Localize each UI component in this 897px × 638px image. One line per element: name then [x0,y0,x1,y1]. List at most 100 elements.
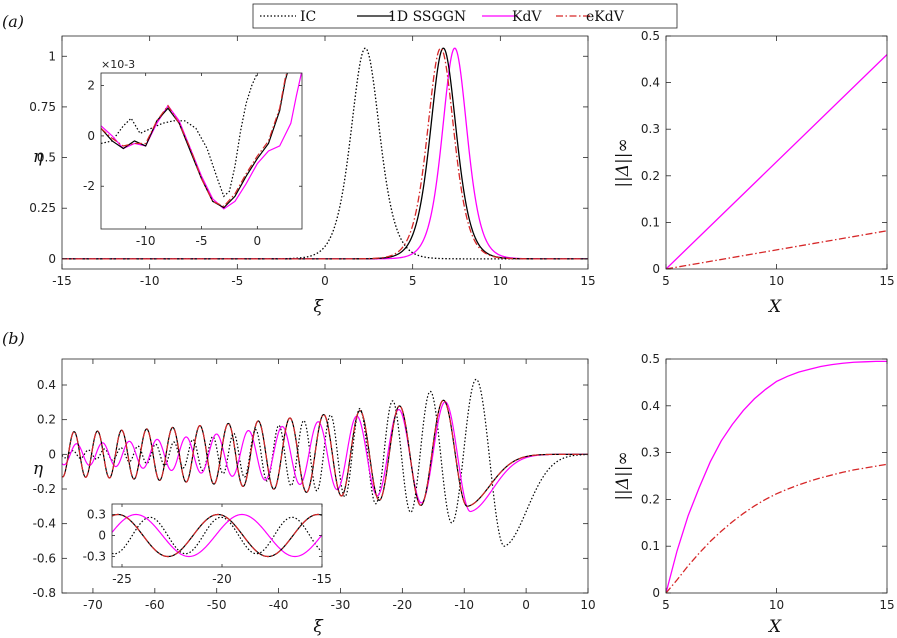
x-tick-label: -15 [312,572,332,586]
series-line-ekdv [62,47,588,260]
series-line-kdv [666,54,887,269]
y-tick-label: -2 [83,179,95,193]
panel-a_inset: -10 -5 0 -2 0 2 [83,72,303,248]
x-tick-label: -70 [83,598,103,612]
x-tick-label: -20 [212,572,232,586]
inset-exponent-label: ×10-3 [101,58,135,71]
y-tick-label: 0.5 [641,29,660,43]
x-tick-label: 5 [662,598,670,612]
y-tick-label: 0.4 [641,76,660,90]
series-line-ekdv [112,513,322,558]
y-tick-label: 0.1 [641,539,660,553]
x-tick-label: -10 [136,234,156,248]
y-axis-title: ||Δ||∞ [613,138,633,187]
y-tick-label: 0.5 [641,352,660,366]
y-tick-label: 0 [98,529,106,543]
panel-b_inset: -25 -20 -15 -0.3 0 0.3 [83,503,332,586]
series-line-ekdv [666,230,887,269]
x-tick-label: 10 [580,598,595,612]
x-tick-label: 15 [879,598,894,612]
y-tick-label: -0.4 [33,517,56,531]
y-tick-label: 0.3 [641,122,660,136]
y-tick-label: 0.3 [87,508,106,522]
x-tick-label: 10 [493,274,508,288]
y-axis-title: ||Δ||∞ [613,451,633,500]
y-tick-label: 0.1 [641,215,660,229]
x-axis-title: ξ [313,297,324,317]
y-tick-label: 0.2 [641,492,660,506]
y-tick-label: 0.2 [641,169,660,183]
y-tick-label: 0 [652,262,660,276]
series-line-kdv [112,513,322,558]
panel-a_right: 5 10 15 0 0.1 0.2 0.3 0.4 0.5 [641,29,895,288]
series-line-kdv [666,360,887,593]
x-tick-label: 0 [321,274,329,288]
series-group [62,47,588,260]
y-tick-label: 0.2 [37,413,56,427]
series-line-ekdv [666,463,887,593]
y-tick-label: 0 [87,129,95,143]
y-tick-label: 0.4 [641,399,660,413]
series-group [666,54,887,269]
series-group [112,513,322,558]
x-tick-label: -30 [331,598,351,612]
x-tick-label: 5 [662,274,670,288]
series-line-ic [62,378,588,547]
series-line-ekdv [101,73,288,208]
panel-label-a: (a) [2,12,24,31]
y-tick-label: -0.8 [33,586,56,600]
legend-box [252,3,678,29]
y-tick-label: 0 [48,252,56,266]
x-tick-label: -5 [196,234,208,248]
panel-b_right: 5 10 15 0 0.1 0.2 0.3 0.4 0.5 [641,352,895,612]
panel-label-b: (b) [2,329,25,348]
plot-area [101,73,302,229]
y-tick-label: 0.3 [641,446,660,460]
series-group [666,360,887,593]
axes-box [61,358,589,594]
legend-label: KdV [512,9,542,25]
series-line-ekdv [62,399,588,507]
y-tick-label: 2 [87,79,95,93]
x-tick-label: -40 [269,598,289,612]
series-group [62,378,588,547]
legend-label: IC [300,9,316,25]
y-tick-label: 0 [652,586,660,600]
y-tick-label: -0.3 [83,550,106,564]
x-tick-label: -10 [140,274,160,288]
x-tick-label: -60 [145,598,165,612]
y-tick-label: 0.5 [37,151,56,165]
series-group [101,73,302,210]
y-tick-label: 0.25 [29,201,56,215]
legend: IC 1D SSGGN KdV eKdV [252,3,678,29]
plot-area [666,36,887,269]
legend-label: 1D SSGGN [388,9,466,25]
x-tick-label: -10 [454,598,474,612]
x-tick-label: 0 [254,234,262,248]
x-tick-label: -15 [52,274,72,288]
y-axis-title: η [33,459,44,479]
y-tick-label: 0.4 [37,378,56,392]
series-line-kdv [62,401,588,513]
y-tick-label: -0.2 [33,482,56,496]
y-tick-label: 0.75 [29,100,56,114]
y-tick-label: -0.6 [33,551,56,565]
legend-label: eKdV [586,9,625,25]
x-axis-title: X [767,297,782,317]
x-tick-label: 15 [580,274,595,288]
x-tick-label: 10 [769,598,784,612]
series-line-ic [112,516,322,555]
x-tick-label: -50 [207,598,227,612]
x-tick-label: 10 [769,274,784,288]
x-tick-label: 5 [409,274,417,288]
x-tick-label: -20 [393,598,413,612]
y-tick-label: 1 [48,49,56,63]
series-line-ic [101,73,258,198]
x-axis-title: ξ [313,617,324,637]
x-tick-label: 0 [522,598,530,612]
x-tick-label: -25 [112,572,132,586]
x-tick-label: 15 [879,274,894,288]
x-tick-label: -5 [231,274,243,288]
x-axis-title: X [767,617,782,637]
